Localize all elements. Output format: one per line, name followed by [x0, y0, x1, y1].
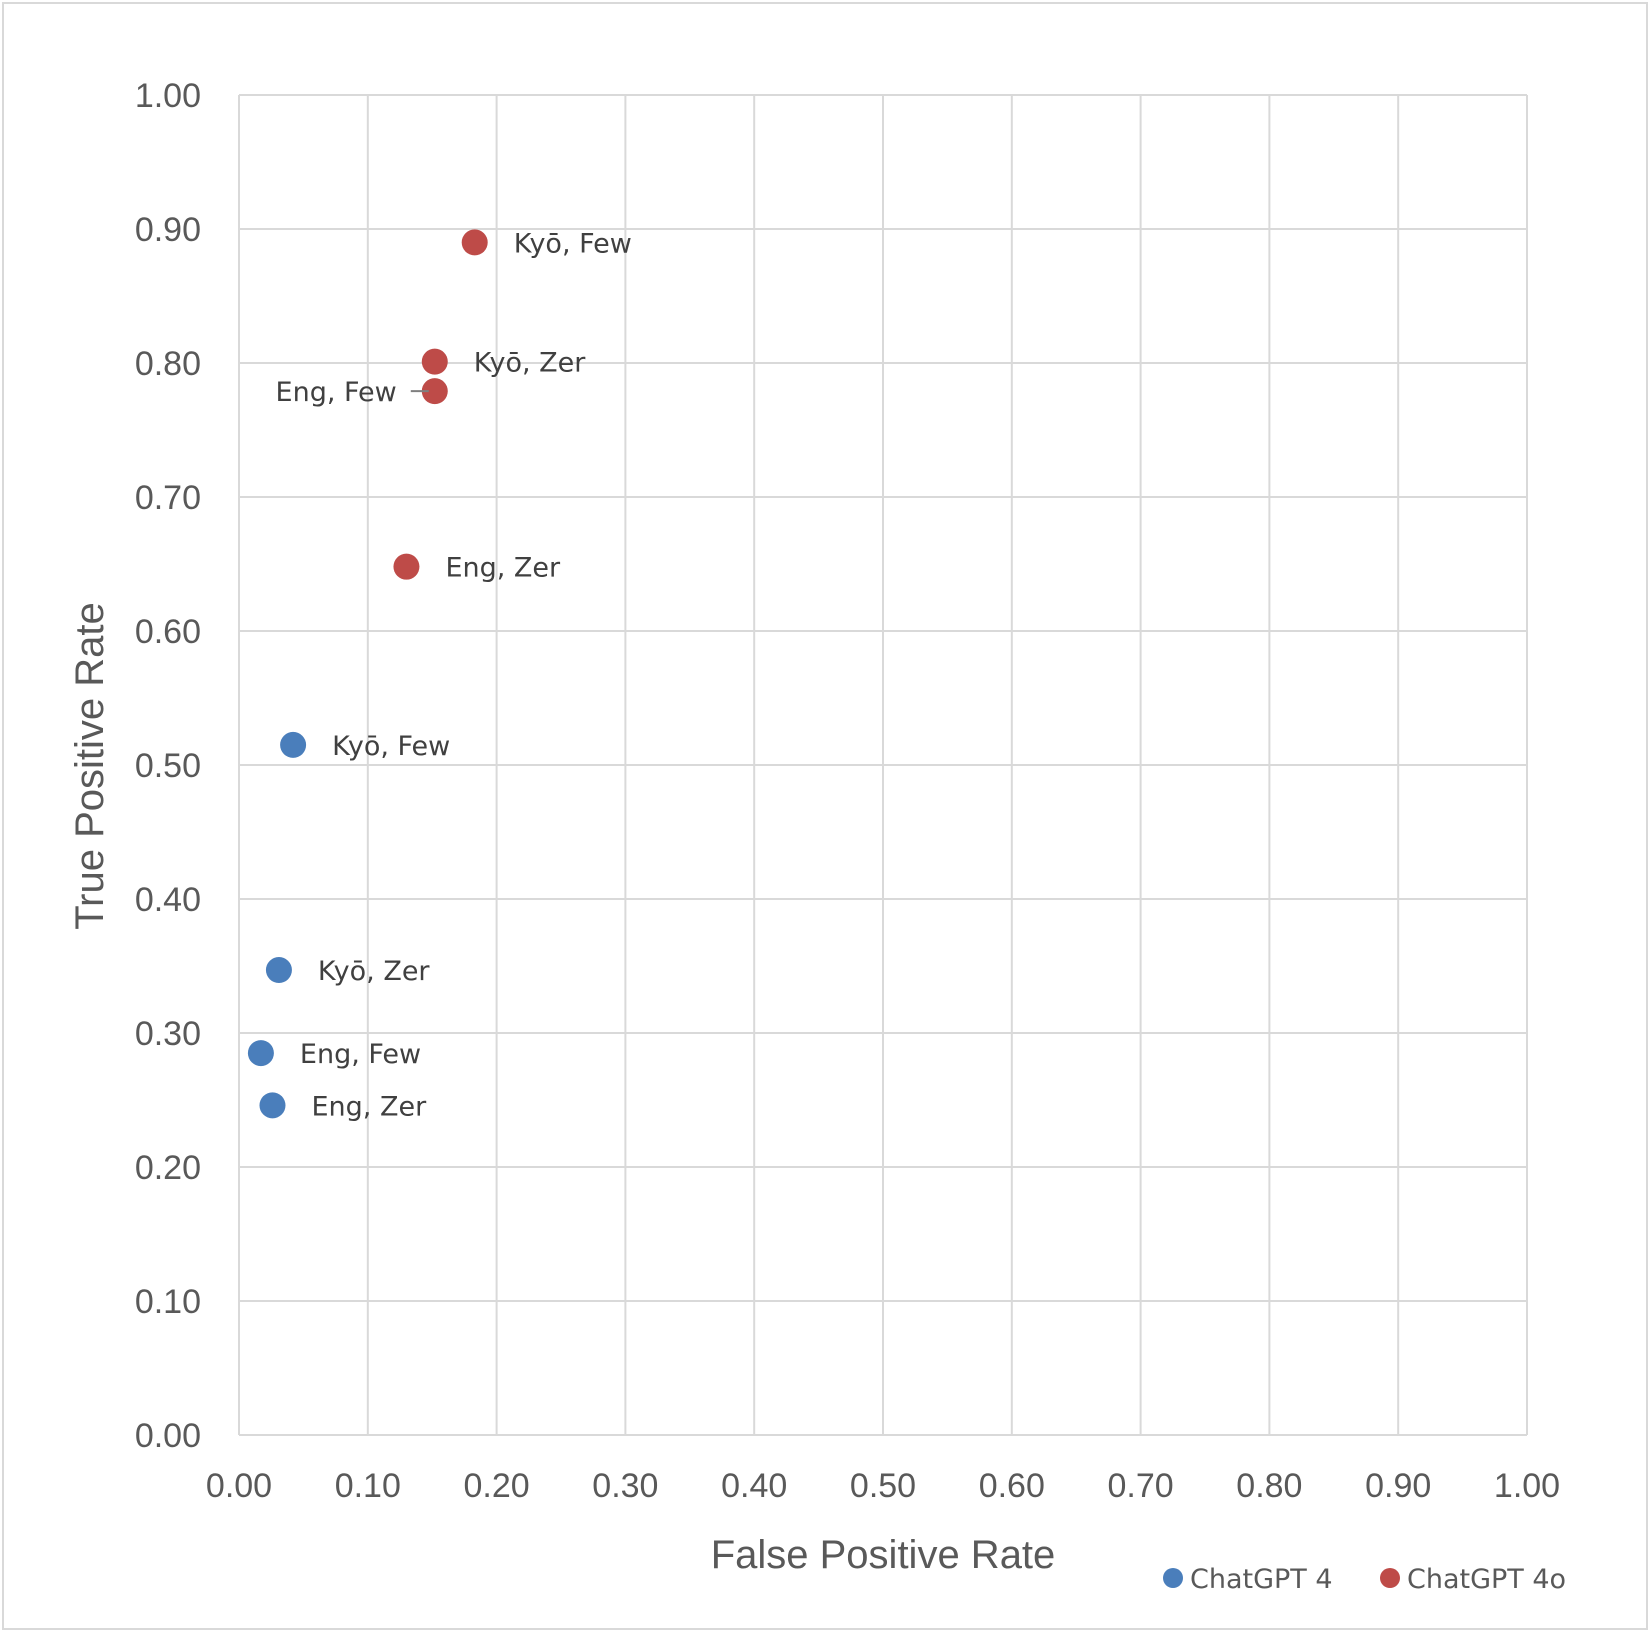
x-tick-labels: 0.00 0.10 0.20 0.30 0.40 0.50 0.60 0.70 0.80 0.90…	[206, 1467, 1560, 1505]
y-tick-label: 0.50	[135, 747, 201, 785]
y-tick-label: 1.00	[135, 77, 201, 115]
x-tick-label: 0.00	[206, 1467, 272, 1505]
x-tick-label: 0.40	[721, 1467, 787, 1505]
y-tick-labels: 0.00 0.10 0.20 0.30 0.40 0.50 0.60 0.70 0.80 0.90…	[135, 77, 201, 1455]
x-tick-label: 0.20	[464, 1467, 530, 1505]
point-label: Kyō, Few	[514, 228, 632, 259]
x-tick-label: 0.60	[979, 1467, 1045, 1505]
x-tick-label: 0.70	[1108, 1467, 1174, 1505]
y-tick-label: 0.10	[135, 1283, 201, 1321]
x-tick-label: 0.80	[1236, 1467, 1302, 1505]
point-label: Kyō, Few	[332, 731, 450, 762]
x-tick-label: 0.10	[335, 1467, 401, 1505]
y-tick-label: 0.40	[135, 881, 201, 919]
point-label: Kyō, Zer	[318, 956, 431, 987]
legend-label: ChatGPT 4	[1190, 1564, 1333, 1595]
x-axis-title: False Positive Rate	[711, 1533, 1056, 1577]
legend-marker	[1380, 1568, 1400, 1588]
y-tick-label: 0.20	[135, 1149, 201, 1187]
y-tick-label: 0.90	[135, 211, 201, 249]
point-label: Eng, Zer	[445, 553, 561, 584]
data-point	[461, 229, 488, 256]
data-points: Kyō, Few Kyō, Zer Eng, Few Eng, Zer Kyō, Few…	[247, 228, 632, 1122]
y-tick-label: 0.70	[135, 479, 201, 517]
point-label: Eng, Few	[276, 377, 397, 408]
data-point	[421, 348, 448, 375]
data-point	[265, 957, 292, 984]
point-label: Eng, Zer	[311, 1091, 427, 1122]
data-point	[421, 378, 448, 405]
data-point	[393, 553, 420, 580]
point-label: Kyō, Zer	[474, 348, 587, 379]
data-point	[247, 1040, 274, 1067]
y-tick-label: 0.30	[135, 1015, 201, 1053]
data-point	[259, 1092, 286, 1119]
x-tick-label: 1.00	[1494, 1467, 1560, 1505]
x-tick-label: 0.50	[850, 1467, 916, 1505]
x-tick-label: 0.90	[1365, 1467, 1431, 1505]
x-tick-label: 0.30	[592, 1467, 658, 1505]
y-tick-label: 0.00	[135, 1417, 201, 1455]
y-tick-label: 0.80	[135, 345, 201, 383]
data-point	[280, 731, 307, 758]
y-axis-title: True Positive Rate	[68, 602, 112, 930]
gridlines	[238, 94, 1528, 1436]
point-label: Eng, Few	[300, 1039, 421, 1070]
legend-label: ChatGPT 4o	[1407, 1564, 1566, 1595]
y-tick-label: 0.60	[135, 613, 201, 651]
legend: ChatGPT 4 ChatGPT 4o	[1163, 1564, 1566, 1595]
legend-marker	[1163, 1568, 1183, 1588]
